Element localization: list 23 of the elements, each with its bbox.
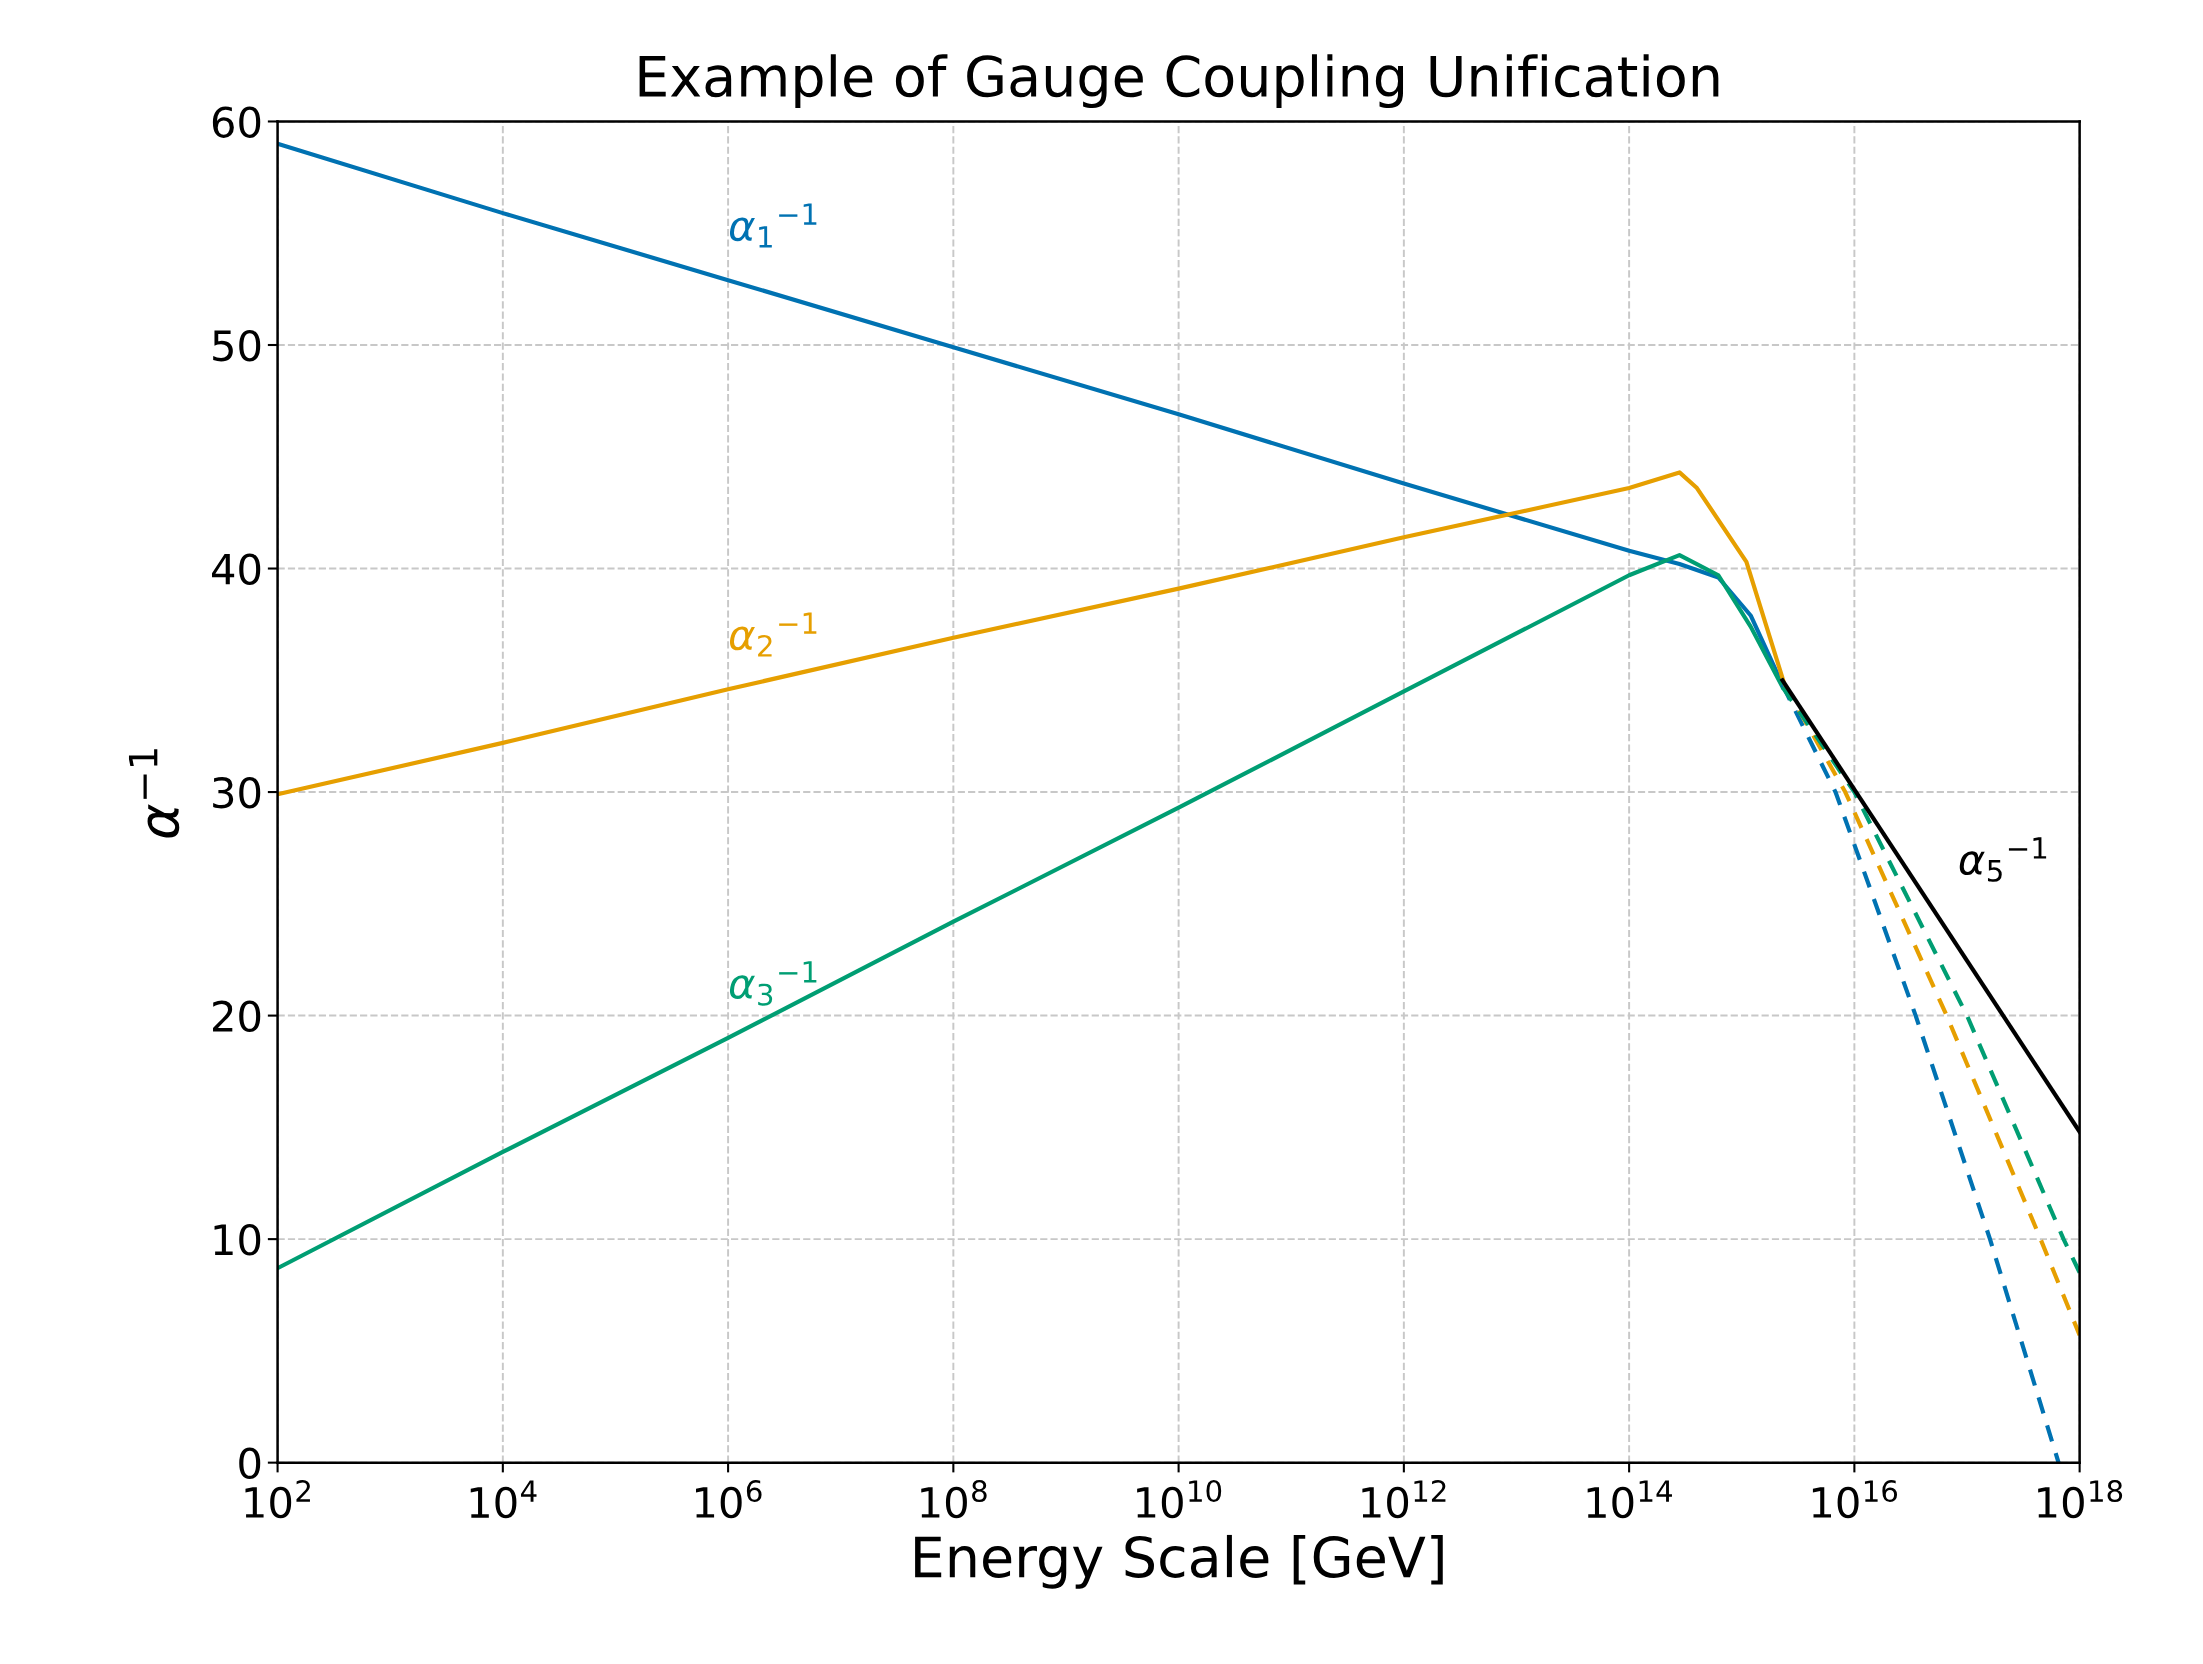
y-tick-label: 50 bbox=[213, 329, 261, 362]
x-tick-label: 10$^{18}$ bbox=[2038, 1480, 2123, 1519]
x-tick-label: 10$^{10}$ bbox=[1137, 1480, 1222, 1519]
chart-title: Example of Gauge Coupling Unification bbox=[639, 54, 1719, 109]
x-axis-title: Energy Scale [GeV] bbox=[915, 1534, 1443, 1589]
x-tick-label: 10$^{14}$ bbox=[1587, 1480, 1672, 1519]
series-label: α$_{1}$$^{−1}$ bbox=[729, 203, 817, 248]
x-tick-label: 10$^{12}$ bbox=[1362, 1480, 1446, 1519]
y-tick-label: 30 bbox=[213, 776, 261, 809]
y-tick-label: 20 bbox=[213, 1000, 261, 1033]
x-tick-label: 10$^{8}$ bbox=[921, 1480, 987, 1519]
series-label: α$_{3}$$^{−1}$ bbox=[729, 961, 817, 1006]
y-tick-label: 0 bbox=[239, 1447, 261, 1480]
x-tick-label: 10$^{4}$ bbox=[470, 1480, 537, 1519]
x-tick-label: 10$^{16}$ bbox=[1812, 1480, 1898, 1519]
y-tick-label: 60 bbox=[212, 106, 261, 138]
x-tick-label: 10$^{2}$ bbox=[245, 1480, 310, 1519]
y-axis-title: α$^{−1}$ bbox=[128, 749, 180, 838]
y-tick-label: 10 bbox=[214, 1224, 261, 1256]
y-tick-label: 40 bbox=[212, 553, 261, 585]
series-label: α$_{2}$$^{−1}$ bbox=[729, 612, 817, 657]
series-label: α$_{5}$$^{−1}$ bbox=[1959, 837, 2047, 882]
x-tick-label: 10$^{6}$ bbox=[696, 1480, 762, 1519]
